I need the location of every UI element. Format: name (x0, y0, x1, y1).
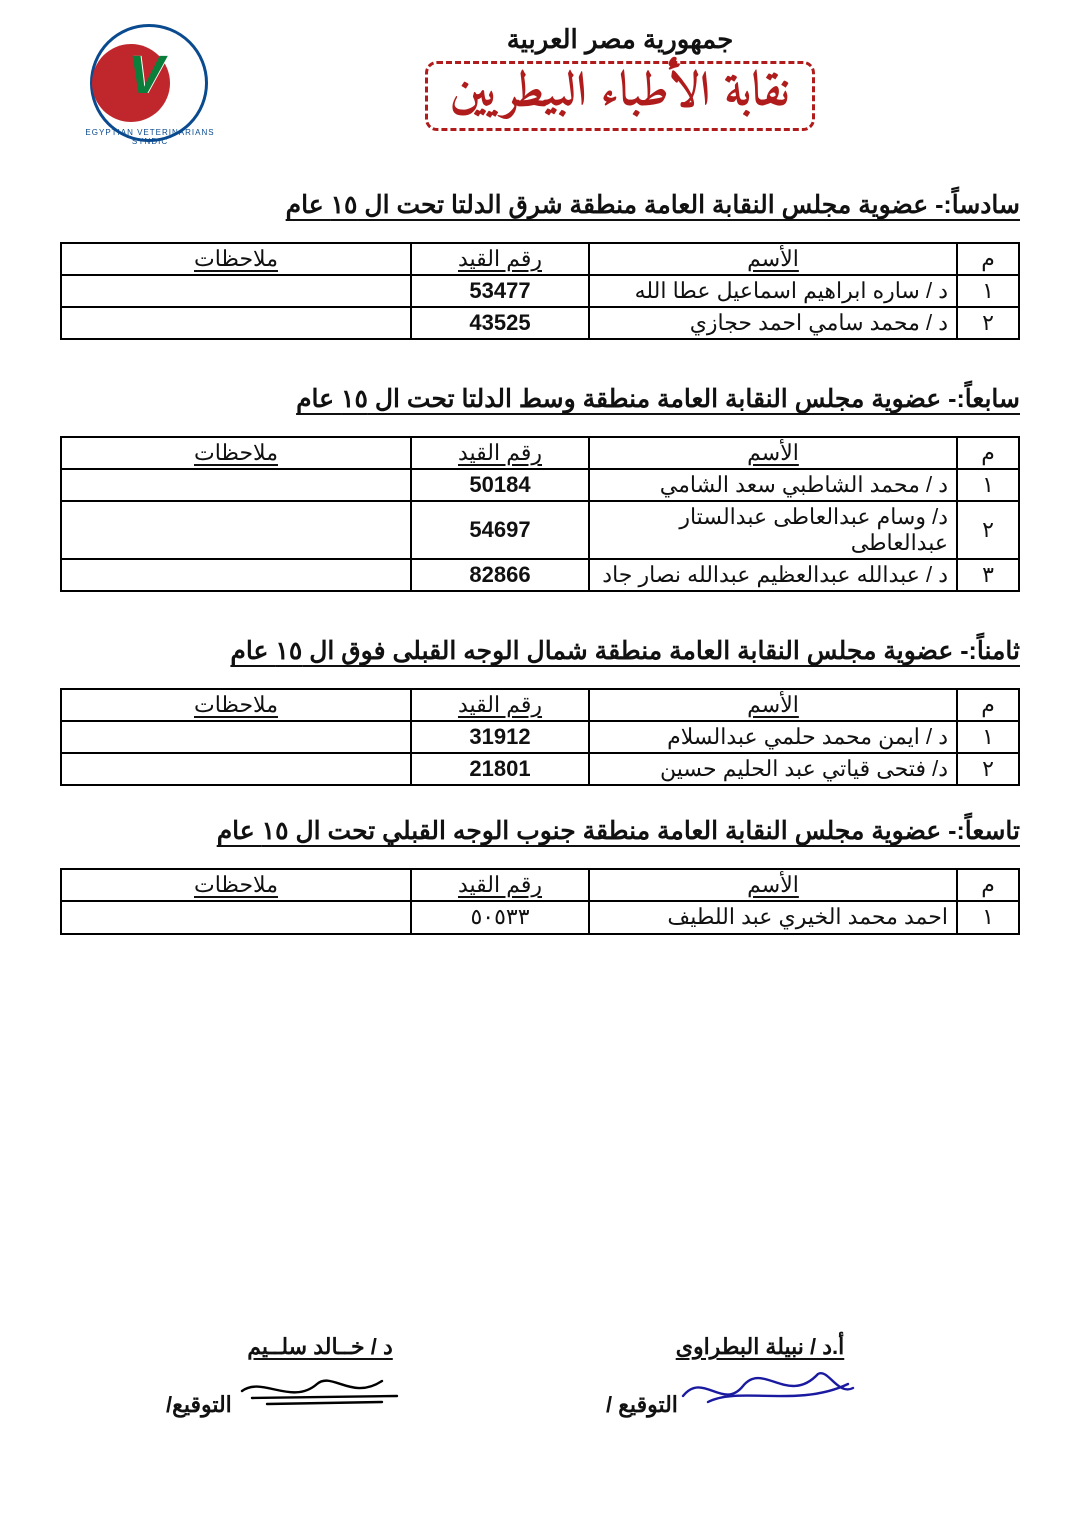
table-row: ٢د/ وسام عبدالعاطى عبدالستار عبدالعاطى54… (61, 501, 1019, 559)
col-m: م (957, 243, 1019, 275)
letterhead: جمهورية مصر العربية نقابة الأطباء البيطر… (60, 24, 1020, 144)
cell-index: ١ (957, 901, 1019, 933)
cell-name: د / ساره ابراهيم اسماعيل عطا الله (589, 275, 957, 307)
col-id: رقم القيد (411, 437, 589, 469)
table-row: ١د / ايمن محمد حلمي عبدالسلام31912 (61, 721, 1019, 753)
org-name: نقابة الأطباء البيطريين (425, 61, 815, 131)
cell-index: ٣ (957, 559, 1019, 591)
cell-id: 21801 (411, 753, 589, 785)
signature-line: التوقيع / (600, 1366, 920, 1418)
cell-index: ١ (957, 275, 1019, 307)
col-m: م (957, 437, 1019, 469)
table-row: ١د / محمد الشاطبي سعد الشامي50184 (61, 469, 1019, 501)
section: سابعاً:- عضوية مجلس النقابة العامة منطقة… (60, 384, 1020, 592)
members-table: مالأسمرقم القيدملاحظات١د / ساره ابراهيم … (60, 242, 1020, 340)
cell-notes (61, 901, 411, 933)
cell-name: د/ فتحى قياتي عبد الحليم حسين (589, 753, 957, 785)
signatory-name: د / خــالد سلــيم (160, 1334, 480, 1360)
cell-notes (61, 559, 411, 591)
section: سادساً:- عضوية مجلس النقابة العامة منطقة… (60, 190, 1020, 340)
cell-name: احمد محمد الخيري عبد اللطيف (589, 901, 957, 933)
table-row: ٣د / عبدالله عبدالعظيم عبدالله نصار جاد8… (61, 559, 1019, 591)
cell-name: د / محمد سامي احمد حجازي (589, 307, 957, 339)
col-notes: ملاحظات (61, 869, 411, 901)
cell-index: ٢ (957, 307, 1019, 339)
section: تاسعاً:- عضوية مجلس النقابة العامة منطقة… (60, 816, 1020, 935)
signature-left: د / خــالد سلــيم التوقيع/ (160, 1334, 480, 1418)
table-row: ٢د/ فتحى قياتي عبد الحليم حسين21801 (61, 753, 1019, 785)
cell-index: ٢ (957, 501, 1019, 559)
cell-id: 82866 (411, 559, 589, 591)
cell-index: ١ (957, 469, 1019, 501)
cell-notes (61, 753, 411, 785)
signature-label: التوقيع / (606, 1392, 678, 1418)
col-name: الأسم (589, 689, 957, 721)
cell-id: 53477 (411, 275, 589, 307)
cell-id: ٥٠٥٣٣ (411, 901, 589, 933)
sections-container: سادساً:- عضوية مجلس النقابة العامة منطقة… (60, 190, 1020, 935)
cell-id: 31912 (411, 721, 589, 753)
cell-notes (61, 501, 411, 559)
col-notes: ملاحظات (61, 437, 411, 469)
col-m: م (957, 689, 1019, 721)
members-table: مالأسمرقم القيدملاحظات١د / محمد الشاطبي … (60, 436, 1020, 592)
section: ثامناً:- عضوية مجلس النقابة العامة منطقة… (60, 636, 1020, 786)
col-notes: ملاحظات (61, 689, 411, 721)
members-table: مالأسمرقم القيدملاحظات١د / ايمن محمد حلم… (60, 688, 1020, 786)
col-id: رقم القيد (411, 869, 589, 901)
signatory-name: أ.د / نبيلة البطراوى (600, 1334, 920, 1360)
cell-id: 50184 (411, 469, 589, 501)
cell-index: ١ (957, 721, 1019, 753)
cell-id: 54697 (411, 501, 589, 559)
col-m: م (957, 869, 1019, 901)
col-id: رقم القيد (411, 689, 589, 721)
cell-notes (61, 307, 411, 339)
cell-name: د / ايمن محمد حلمي عبدالسلام (589, 721, 957, 753)
table-row: ٢د / محمد سامي احمد حجازي43525 (61, 307, 1019, 339)
signature-right: أ.د / نبيلة البطراوى التوقيع / (600, 1334, 920, 1418)
cell-index: ٢ (957, 753, 1019, 785)
cell-notes (61, 721, 411, 753)
col-name: الأسم (589, 437, 957, 469)
section-title: سابعاً:- عضوية مجلس النقابة العامة منطقة… (60, 384, 1020, 414)
col-name: الأسم (589, 243, 957, 275)
section-title: ثامناً:- عضوية مجلس النقابة العامة منطقة… (60, 636, 1020, 666)
section-title: تاسعاً:- عضوية مجلس النقابة العامة منطقة… (60, 816, 1020, 846)
col-name: الأسم (589, 869, 957, 901)
logo-v-icon: V (128, 44, 164, 106)
signature-label: التوقيع/ (166, 1392, 232, 1418)
col-notes: ملاحظات (61, 243, 411, 275)
cell-notes (61, 469, 411, 501)
page: جمهورية مصر العربية نقابة الأطباء البيطر… (0, 0, 1080, 1528)
section-title: سادساً:- عضوية مجلس النقابة العامة منطقة… (60, 190, 1020, 220)
col-id: رقم القيد (411, 243, 589, 275)
country-name: جمهورية مصر العربية (220, 24, 1020, 55)
cell-id: 43525 (411, 307, 589, 339)
cell-name: د/ وسام عبدالعاطى عبدالستار عبدالعاطى (589, 501, 957, 559)
signature-row: أ.د / نبيلة البطراوى التوقيع / د / خــال… (0, 1334, 1080, 1418)
signature-icon (232, 1366, 412, 1418)
syndicate-logo: V EGYPTIAN VETERINARIANS SYNDIC (70, 24, 220, 144)
signature-icon (678, 1366, 858, 1418)
signature-line: التوقيع/ (160, 1366, 480, 1418)
letterhead-text: جمهورية مصر العربية نقابة الأطباء البيطر… (220, 24, 1020, 131)
table-row: ١احمد محمد الخيري عبد اللطيف٥٠٥٣٣ (61, 901, 1019, 933)
logo-caption: EGYPTIAN VETERINARIANS SYNDIC (80, 128, 220, 146)
table-row: ١د / ساره ابراهيم اسماعيل عطا الله53477 (61, 275, 1019, 307)
members-table: مالأسمرقم القيدملاحظات١احمد محمد الخيري … (60, 868, 1020, 935)
cell-name: د / محمد الشاطبي سعد الشامي (589, 469, 957, 501)
cell-name: د / عبدالله عبدالعظيم عبدالله نصار جاد (589, 559, 957, 591)
cell-notes (61, 275, 411, 307)
